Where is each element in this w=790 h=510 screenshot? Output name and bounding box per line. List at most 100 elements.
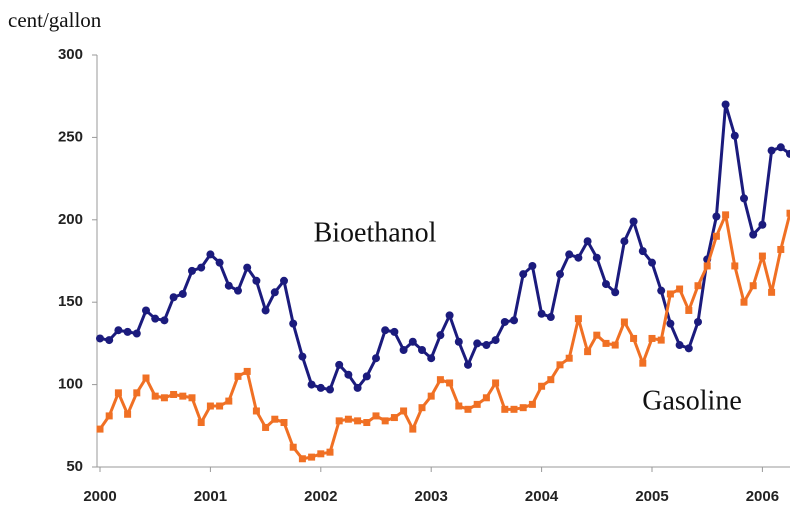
point xyxy=(685,306,693,314)
point xyxy=(105,336,114,345)
point xyxy=(638,247,647,256)
point xyxy=(703,262,711,270)
point xyxy=(188,266,196,275)
point xyxy=(427,392,435,400)
point xyxy=(151,314,160,323)
point xyxy=(372,354,380,363)
point xyxy=(482,341,491,350)
point xyxy=(675,341,684,350)
point xyxy=(436,376,444,384)
point xyxy=(298,352,307,361)
point xyxy=(464,360,472,369)
point xyxy=(491,336,500,345)
y-tick-label: 250 xyxy=(58,128,83,145)
point xyxy=(740,298,748,306)
point xyxy=(390,414,398,422)
point xyxy=(574,315,582,323)
point xyxy=(730,131,739,140)
point xyxy=(694,317,702,326)
point xyxy=(381,417,389,425)
point xyxy=(574,253,583,262)
point xyxy=(546,313,555,322)
point xyxy=(749,282,757,290)
point xyxy=(160,316,169,325)
point xyxy=(528,400,536,408)
point xyxy=(666,290,674,298)
point xyxy=(537,309,546,318)
point xyxy=(446,379,454,387)
x-tick-label: 2000 xyxy=(83,488,116,505)
point xyxy=(372,412,380,420)
point xyxy=(188,394,196,402)
y-tick-label: 200 xyxy=(58,211,83,228)
point xyxy=(289,443,297,451)
point xyxy=(160,394,168,402)
point xyxy=(519,404,527,412)
point xyxy=(354,417,362,425)
point xyxy=(510,316,518,325)
y-tick-label: 150 xyxy=(58,293,83,310)
point xyxy=(602,280,610,289)
point xyxy=(767,146,776,155)
y-tick-label: 50 xyxy=(66,458,83,475)
point xyxy=(197,263,206,272)
point xyxy=(639,359,647,367)
point xyxy=(408,337,417,346)
x-tick-label: 2002 xyxy=(304,488,337,505)
point xyxy=(234,372,242,380)
point xyxy=(123,327,132,336)
point xyxy=(776,143,785,152)
point xyxy=(270,288,279,297)
point xyxy=(712,232,720,240)
point xyxy=(758,220,767,229)
x-tick-label: 2006 xyxy=(746,488,779,505)
point xyxy=(786,149,790,158)
point xyxy=(758,252,766,260)
point xyxy=(538,382,546,390)
point xyxy=(455,402,463,410)
point xyxy=(335,417,343,425)
point xyxy=(519,270,528,279)
point xyxy=(224,281,233,290)
point xyxy=(308,453,316,461)
y-tick-label: 300 xyxy=(58,46,83,63)
point xyxy=(676,285,684,293)
point xyxy=(280,419,288,427)
point xyxy=(418,345,426,354)
point xyxy=(280,276,288,285)
point xyxy=(216,402,224,410)
point xyxy=(317,450,325,458)
point xyxy=(749,230,758,239)
point xyxy=(427,354,436,363)
point xyxy=(326,448,334,456)
point xyxy=(731,262,739,270)
point xyxy=(436,331,445,340)
point xyxy=(390,327,399,336)
point xyxy=(289,319,298,328)
point xyxy=(611,288,620,297)
point xyxy=(565,354,573,362)
series-line xyxy=(98,212,790,461)
point xyxy=(464,405,472,413)
point xyxy=(362,372,371,381)
point xyxy=(620,318,628,326)
point xyxy=(593,331,601,339)
point xyxy=(611,341,619,349)
point xyxy=(399,345,408,354)
point xyxy=(114,326,123,335)
point xyxy=(740,194,748,203)
point xyxy=(96,334,104,343)
series-line xyxy=(99,102,790,392)
point xyxy=(124,410,132,418)
point xyxy=(556,270,564,279)
point xyxy=(418,404,426,412)
point xyxy=(400,407,408,415)
point xyxy=(547,376,555,384)
x-tick-label: 2001 xyxy=(194,488,227,505)
x-tick-label: 2003 xyxy=(415,488,448,505)
point xyxy=(657,336,665,344)
point xyxy=(492,379,500,387)
point xyxy=(657,286,666,295)
point xyxy=(234,286,242,295)
point xyxy=(629,217,638,226)
